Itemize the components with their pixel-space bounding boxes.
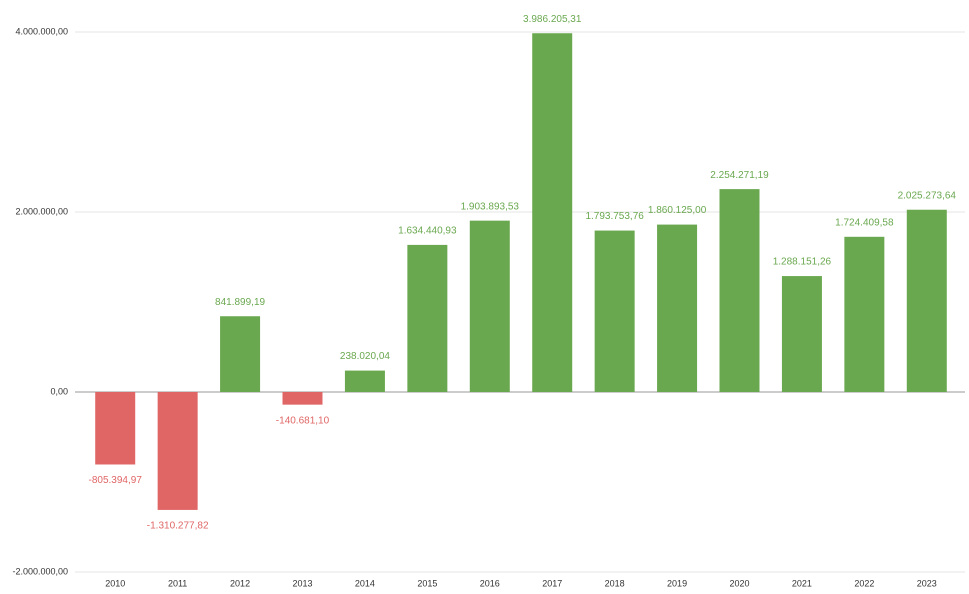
x-tick-label: 2013	[292, 578, 312, 588]
x-tick-label: 2012	[230, 578, 250, 588]
bar	[594, 230, 635, 392]
bar	[657, 224, 698, 392]
bar	[344, 370, 385, 392]
bar	[844, 236, 885, 392]
data-label: 1.793.753,76	[585, 211, 644, 222]
data-label: 1.288.151,26	[773, 257, 832, 268]
data-label: 1.724.409,58	[835, 217, 894, 228]
data-label: 2.254.271,19	[710, 170, 769, 181]
bar	[906, 209, 947, 392]
x-tick-label: 2022	[854, 578, 874, 588]
y-tick-label: 2.000.000,00	[15, 206, 68, 216]
data-label: 841.899,19	[215, 297, 265, 308]
bar	[220, 316, 261, 392]
x-tick-label: 2016	[480, 578, 500, 588]
bar	[282, 392, 323, 405]
bar	[469, 220, 510, 392]
bar	[157, 392, 198, 510]
x-tick-label: 2011	[168, 578, 187, 588]
x-tick-label: 2017	[542, 578, 562, 588]
bar	[781, 276, 822, 392]
bar	[407, 244, 448, 392]
y-tick-label: 4.000.000,00	[15, 26, 68, 36]
data-label: 3.986.205,31	[523, 14, 582, 25]
x-tick-label: 2014	[355, 578, 375, 588]
y-tick-label: -2.000.000,00	[12, 566, 68, 576]
data-label: -805.394,97	[89, 475, 143, 486]
x-tick-label: 2015	[417, 578, 437, 588]
bar	[532, 33, 573, 393]
x-tick-label: 2010	[105, 578, 125, 588]
x-tick-label: 2019	[667, 578, 687, 588]
data-label: 2.025.273,64	[898, 190, 957, 201]
data-label: 1.860.125,00	[648, 205, 707, 216]
x-tick-label: 2023	[917, 578, 937, 588]
bar	[719, 189, 760, 392]
bar	[95, 392, 136, 465]
data-label: -1.310.277,82	[147, 521, 209, 532]
data-label: -140.681,10	[276, 415, 330, 426]
x-tick-label: 2018	[605, 578, 625, 588]
y-tick-label: 0,00	[50, 386, 68, 396]
data-label: 1.903.893,53	[461, 201, 520, 212]
x-tick-label: 2020	[729, 578, 749, 588]
x-tick-label: 2021	[792, 578, 812, 588]
data-label: 1.634.440,93	[398, 226, 457, 237]
data-label: 238.020,04	[340, 351, 390, 362]
